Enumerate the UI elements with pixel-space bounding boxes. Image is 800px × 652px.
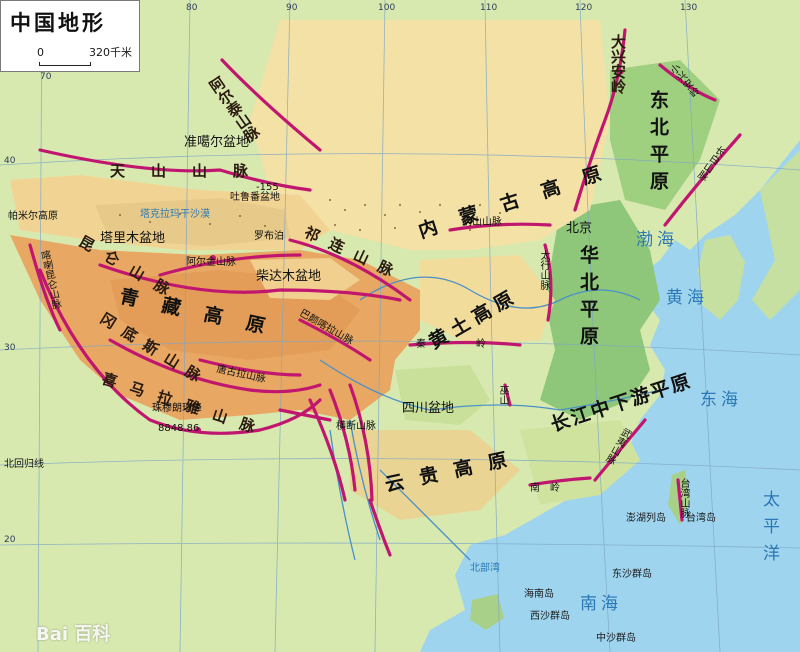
dongsha-label: 东沙群岛	[612, 569, 652, 580]
xisha-label: 西沙群岛	[530, 611, 570, 622]
wushan-range-line	[503, 383, 512, 407]
lon-label-110: 110	[480, 3, 498, 13]
legend-box: 中国地形 0 320千米	[0, 0, 140, 72]
gangdise-range-line	[108, 338, 322, 394]
tianshan-mountains-label: 天山山脉	[110, 162, 275, 180]
yungui-plateau-area	[350, 430, 520, 520]
xiaoxinganling-range-line	[658, 63, 717, 102]
huabei-plain-label: 华北平原	[577, 245, 599, 353]
hainan-label: 海南岛	[524, 589, 554, 600]
tianshan-range-line	[38, 148, 312, 192]
huanghai-sea-label: 黄海	[666, 288, 708, 308]
taklamakan-desert	[95, 198, 290, 246]
lon-label-120: 120	[575, 3, 593, 13]
taihang-range-line	[543, 243, 553, 322]
yunnan-range-line	[368, 498, 392, 557]
tarim-basin-label: 塔里木盆地	[100, 231, 166, 246]
turpan-basin-label: 吐鲁番盆地	[230, 192, 280, 203]
wushan-label: 巫山	[497, 385, 508, 405]
mountain-range-lines	[28, 28, 742, 557]
qinling-label: 秦岭	[416, 339, 536, 350]
desert-dot-pattern	[119, 199, 501, 231]
northeast-plain	[610, 60, 720, 210]
bayankala-range-line	[298, 318, 372, 362]
tanggula-range-line	[198, 358, 302, 377]
daxinganling-label: 大兴安岭	[609, 34, 627, 94]
qilian-range-line	[288, 238, 412, 302]
hengduan-range-line-3	[308, 398, 347, 502]
yinshan-range-line	[448, 222, 552, 232]
hengduan-mountains-label: 横断山脉	[336, 421, 376, 432]
dongbei-plain-label: 东北平原	[647, 90, 669, 198]
scale-distance-label: 320千米	[89, 46, 132, 59]
luobupo-label: 罗布泊	[254, 231, 284, 242]
scale-zero-label: 0	[37, 46, 44, 59]
himalaya-range-line	[38, 268, 322, 435]
taiwan-range-line	[676, 478, 684, 522]
hengduan-range-line-2	[348, 383, 374, 502]
lon-label-70: 70	[40, 72, 52, 82]
donghai-sea-label: 东海	[700, 390, 742, 410]
north-plateau	[250, 20, 610, 250]
korea-peninsula	[698, 235, 745, 320]
japan-island	[752, 150, 800, 320]
scale-bar	[39, 62, 91, 66]
nanling-label: 南岭	[530, 483, 570, 494]
hengduan-range-line-1	[328, 388, 357, 492]
lon-label-80: 80	[186, 3, 198, 13]
taihang-mountains-label: 太行山脉	[538, 250, 549, 290]
turpan-depth-label: -155	[256, 182, 279, 193]
hainan-island-shape	[470, 594, 504, 630]
sichuan-basin-area	[395, 365, 490, 425]
taiwan-mountains-label: 台湾山脉	[678, 478, 689, 518]
peak-markers	[195, 69, 624, 433]
lat-label-30: 30	[4, 343, 16, 353]
baike-watermark: Bai 百科	[36, 624, 111, 645]
altun-range-line	[158, 253, 302, 277]
junggar-basin-label: 准噶尔盆地	[184, 135, 250, 150]
sichuan-basin-label: 四川盆地	[402, 401, 455, 416]
everest-label: 珠穆朗玛峰	[152, 403, 202, 414]
tropic-of-cancer-label: 北回归线	[4, 459, 44, 470]
lat-label-20: 20	[4, 535, 16, 545]
beijing-label: 北京	[566, 221, 593, 236]
kunlun-range-line	[98, 263, 402, 302]
taipingyang-label: 太平洋	[759, 490, 779, 571]
qaidam-basin-label: 柴达木盆地	[256, 269, 322, 284]
southeast-hills	[520, 420, 640, 505]
yinshan-mountains-label: 阴山山脉	[462, 217, 502, 228]
nanling-range-line	[528, 476, 592, 487]
penghu-label: 澎湖列岛	[626, 513, 666, 524]
rivers	[319, 276, 661, 561]
pamir-plateau-label: 帕米尔高原	[8, 211, 58, 222]
altai-range-line	[220, 58, 322, 152]
everest-height-label: 8848.86	[158, 423, 200, 434]
bohai-sea-label: 渤海	[636, 230, 678, 250]
lon-label-90: 90	[286, 3, 298, 13]
zhongsha-label: 中沙群岛	[596, 633, 636, 644]
lon-label-100: 100	[378, 3, 396, 13]
qinling-range-line	[408, 340, 522, 347]
himalaya-south-line	[278, 408, 332, 422]
daxinganling-range-line	[573, 28, 627, 212]
changbai-range-line	[663, 133, 742, 227]
lat-label-40: 40	[4, 156, 16, 166]
karakoram-range-line	[28, 243, 62, 332]
loess-plateau	[420, 255, 555, 345]
taklamakan-desert-label: 塔克拉玛干沙漠	[140, 209, 210, 220]
lon-label-130: 130	[680, 3, 698, 13]
altun-mountains-label: 阿尔金山脉	[186, 257, 236, 268]
beibuwan-label: 北部湾	[470, 563, 500, 574]
taiwan-island-label: 台湾岛	[686, 513, 716, 524]
eastern-lowlands	[540, 200, 660, 420]
nanhai-sea-label: 南海	[580, 594, 622, 614]
wuyi-range-line	[593, 418, 647, 482]
map-title: 中国地形	[10, 11, 106, 35]
